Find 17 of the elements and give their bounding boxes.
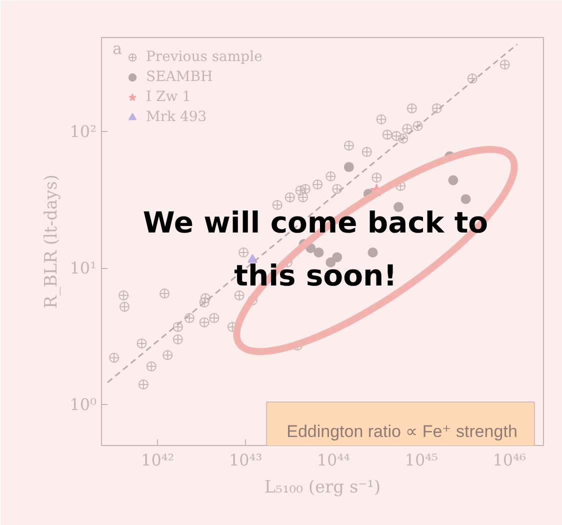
x-tick-label: 10⁴⁶ [492, 450, 526, 470]
x-tick-label: 10⁴⁴ [316, 450, 350, 470]
y-tick-label: 10¹ [70, 258, 97, 278]
legend-label: Mrk 493 [146, 108, 207, 126]
x-tick-label: 10⁴⁵ [404, 450, 438, 470]
x-tick-label: 10⁴² [141, 450, 174, 470]
y-axis-title: R_BLR (lt-days) [42, 174, 62, 308]
annotation: Eddington ratio ∝ Fe⁺ strength [286, 422, 518, 441]
legend-label: Previous sample [146, 48, 262, 66]
annotation: a [112, 39, 122, 58]
x-axis-title: L₅₁₀₀ (erg s⁻¹) [264, 478, 381, 498]
legend-label: SEAMBH [146, 68, 213, 86]
legend-label: I Zw 1 [146, 88, 192, 106]
annotation: We will come back to this soon! [142, 206, 488, 292]
y-tick-label: 10² [70, 122, 97, 142]
y-tick-label: 10⁰ [70, 394, 97, 414]
x-tick-label: 10⁴³ [228, 450, 262, 470]
